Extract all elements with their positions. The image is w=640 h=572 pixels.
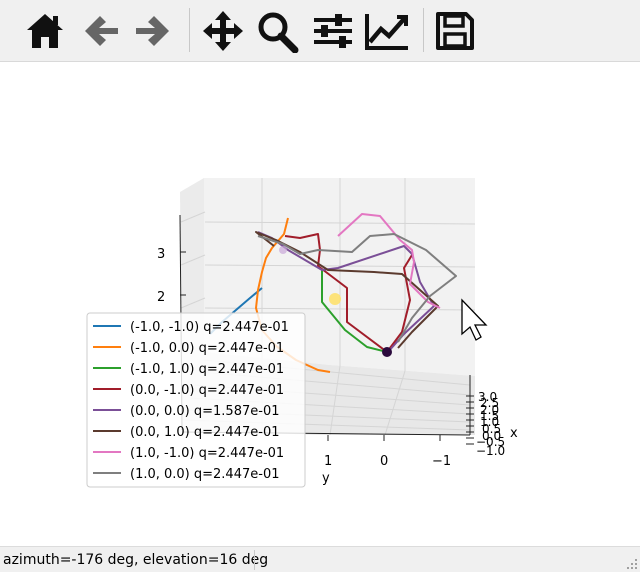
xaxis-tick: 1.0 (480, 415, 499, 429)
legend-label: (0.0, 0.0) q=1.587e-01 (130, 404, 279, 419)
x-axis-label: x (510, 426, 518, 441)
trajectories (209, 213, 457, 373)
legend-label: (-1.0, -1.0) q=2.447e-01 (130, 320, 289, 335)
legend: (-1.0, -1.0) q=2.447e-01 (-1.0, 0.0) q=2.… (86, 312, 306, 488)
xaxis-tick: −1.0 (476, 444, 505, 458)
floppy-disk-icon (436, 12, 474, 50)
trajectory-1-m1 (337, 213, 441, 309)
legend-entry: (0.0, 0.0) q=1.587e-01 (93, 404, 279, 419)
legend-entry: (-1.0, -1.0) q=2.447e-01 (93, 320, 289, 335)
yaxis-tick: 0 (380, 454, 388, 469)
toolbar (0, 0, 640, 62)
legend-label: (0.0, -1.0) q=2.447e-01 (130, 383, 284, 398)
xaxis-tick: 2.5 (480, 396, 499, 410)
sliders-icon (314, 14, 352, 48)
legend-label: (-1.0, 1.0) q=2.447e-01 (130, 362, 284, 377)
legend-entry: (1.0, 0.0) q=2.447e-01 (93, 467, 279, 482)
trajectory-m1-1 (321, 270, 388, 353)
xaxis-tick: −0.5 (476, 435, 505, 449)
resize-grip-icon[interactable] (624, 556, 638, 570)
trajectory-0-0 (257, 231, 435, 353)
legend-entry: (0.0, -1.0) q=2.447e-01 (93, 383, 284, 398)
legend-entry: (-1.0, 0.0) q=2.447e-01 (93, 341, 284, 356)
xaxis-tick: 3.0 (478, 390, 497, 404)
toolbar-separator (423, 8, 424, 52)
yaxis-tick: −1 (432, 454, 451, 469)
trajectory-0-1 (255, 231, 439, 349)
trajectory-1-0 (257, 233, 457, 343)
xaxis-tick: 0.5 (482, 422, 501, 436)
home-button[interactable] (22, 8, 68, 54)
legend-entry: (-1.0, 1.0) q=2.447e-01 (93, 362, 284, 377)
zoom-button[interactable] (254, 8, 300, 54)
legend-label: (0.0, 1.0) q=2.447e-01 (130, 425, 279, 440)
legend-label: (-1.0, 0.0) q=2.447e-01 (130, 341, 284, 356)
arrow-right-icon (136, 16, 169, 46)
edit-axes-button[interactable] (364, 8, 410, 54)
subplots-button[interactable] (310, 8, 356, 54)
y-axis-label: y (322, 471, 330, 486)
legend-entry: (1.0, -1.0) q=2.447e-01 (93, 446, 284, 461)
legend-label: (1.0, 0.0) q=2.447e-01 (130, 467, 279, 482)
marker-point (329, 293, 341, 305)
legend-label: (1.0, -1.0) q=2.447e-01 (130, 446, 284, 461)
home-icon (27, 14, 63, 48)
move-icon (203, 11, 243, 51)
marker-point (279, 246, 287, 254)
back-button[interactable] (78, 8, 124, 54)
toolbar-separator (189, 8, 190, 52)
xaxis-tick: 1.5 (480, 409, 499, 423)
legend-entry: (0.0, 1.0) q=2.447e-01 (93, 425, 279, 440)
zaxis-tick: 2 (157, 290, 165, 305)
status-message: azimuth=-176 deg, elevation=16 deg (3, 552, 269, 568)
xaxis-tick: 0.0 (482, 429, 501, 443)
save-button[interactable] (432, 8, 478, 54)
figure-canvas[interactable]: 3 2 1 0 −1 y x 3.0 2.5 2.0 1.5 1.0 0.5 0… (0, 62, 640, 546)
marker-point (382, 347, 392, 357)
arrow-left-icon (85, 16, 118, 46)
trajectory-0-m1 (284, 233, 413, 353)
magnifier-icon (258, 12, 299, 53)
forward-button[interactable] (130, 8, 176, 54)
chart-line-icon (365, 14, 408, 50)
mouse-cursor-icon (461, 298, 488, 341)
yaxis-tick: 1 (324, 454, 332, 469)
status-bar: azimuth=-176 deg, elevation=16 deg (0, 546, 640, 572)
plot-3d[interactable]: 3 2 1 0 −1 y x 3.0 2.5 2.0 1.5 1.0 0.5 0… (0, 62, 640, 546)
xaxis-tick: 2.0 (480, 403, 499, 417)
status-separator (254, 550, 255, 570)
pan-button[interactable] (200, 8, 246, 54)
zaxis-tick: 3 (157, 247, 165, 262)
